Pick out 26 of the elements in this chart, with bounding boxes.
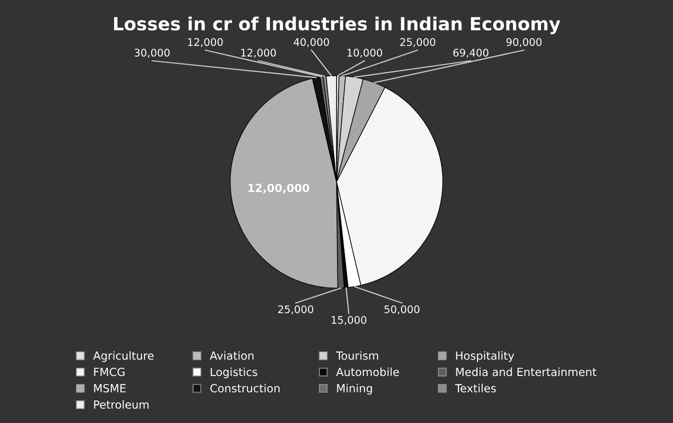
legend-label: Textiles — [455, 384, 496, 392]
legend-label: FMCG — [94, 368, 125, 376]
legend-label: Aviation — [210, 351, 254, 360]
data-label: 69,400 — [453, 48, 488, 58]
data-label: 10,000 — [348, 48, 382, 58]
data-label: 25,000 — [400, 38, 436, 48]
data-label: 40,000 — [294, 38, 329, 48]
data-label: 90,000 — [506, 38, 542, 48]
data-label: 50,000 — [384, 305, 420, 314]
legend-label: Hospitality — [456, 351, 514, 362]
legend-label: Tourism — [336, 351, 378, 360]
data-label: 15,000 — [332, 316, 366, 325]
legend-label: MSME — [94, 384, 126, 392]
legend-label: Media and Entertainment — [456, 368, 596, 376]
legend-label: Mining — [337, 384, 372, 395]
legend-label: Logistics — [210, 368, 258, 378]
legend-label: Construction — [210, 384, 280, 392]
legend-label: Agriculture — [93, 351, 154, 362]
legend-label: Automobile — [336, 368, 399, 376]
data-label: 12,000 — [241, 48, 276, 58]
data-label: 12,00,000 — [248, 184, 310, 194]
data-label: 30,000 — [134, 48, 170, 58]
data-label: 25,000 — [278, 305, 314, 314]
legend-label: Petroleum — [94, 400, 149, 409]
chart-title: Losses in cr of Industries in Indian Economy — [114, 16, 560, 34]
data-label: 12,000 — [188, 38, 223, 48]
